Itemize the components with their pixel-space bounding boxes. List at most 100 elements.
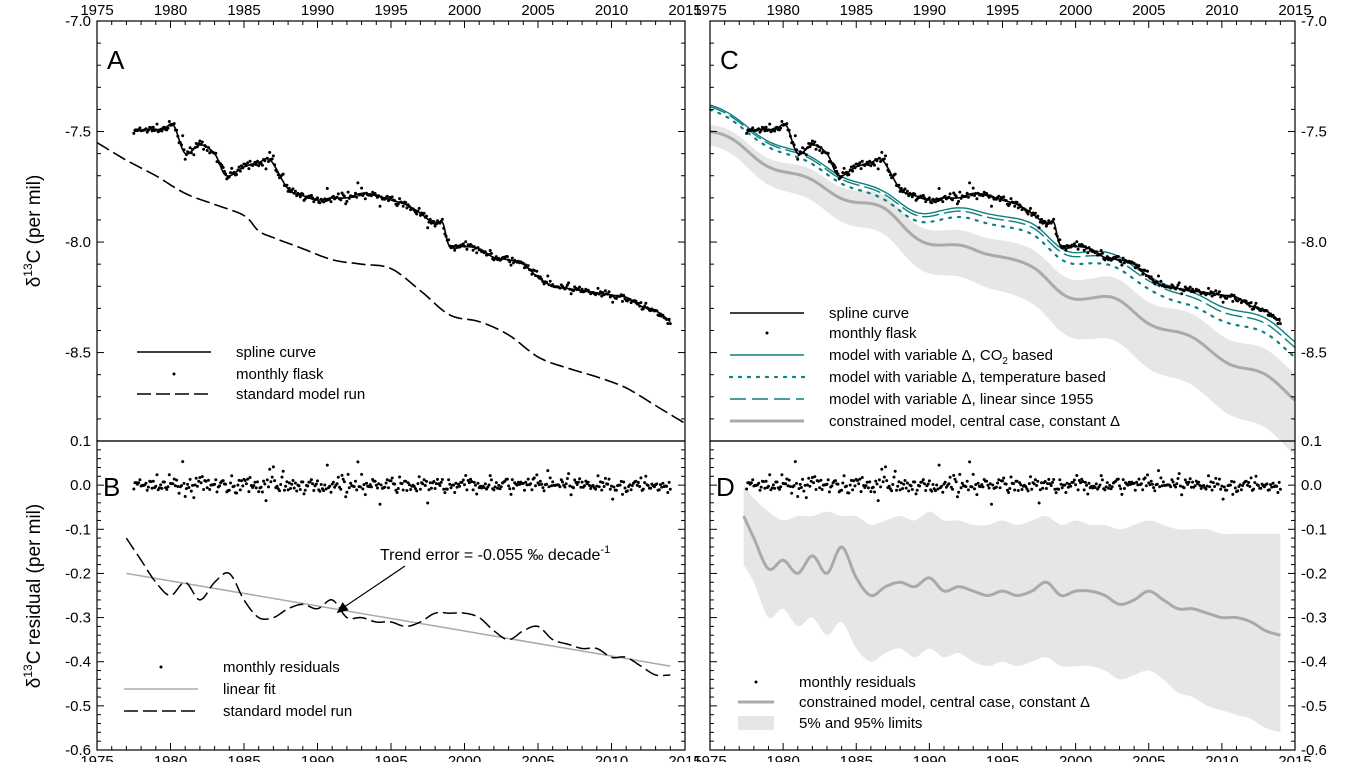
monthly-flask-point-c: [923, 196, 926, 200]
monthly-flask-point-c: [1076, 247, 1080, 251]
monthly-residual-point: [218, 484, 221, 488]
monthly-flask-point-c: [937, 187, 941, 190]
monthly-flask-point: [667, 317, 671, 321]
monthly-residual-point-d: [1152, 486, 1156, 490]
monthly-residual-point: [614, 488, 618, 492]
monthly-flask-point: [132, 131, 136, 135]
monthly-flask-point: [489, 251, 493, 255]
monthly-residual-point: [612, 485, 616, 489]
monthly-residual-point: [623, 486, 627, 490]
monthly-flask-point: [214, 151, 218, 155]
monthly-residual-point: [186, 482, 190, 486]
monthly-flask-point: [558, 286, 562, 290]
monthly-flask-point-c: [1176, 283, 1180, 287]
monthly-flask-point: [535, 269, 539, 273]
monthly-residual-point: [646, 484, 650, 487]
monthly-residual-point-d: [1119, 487, 1123, 491]
monthly-residual-point-d: [1108, 483, 1112, 487]
monthly-residual-point-d: [1020, 488, 1024, 491]
monthly-residual-point-d: [759, 485, 763, 489]
monthly-residual-point-d: [1015, 479, 1019, 483]
monthly-residual-point-d: [1153, 489, 1157, 493]
monthly-residual-point: [224, 482, 228, 486]
monthly-residual-point: [278, 489, 281, 493]
monthly-flask-point-c: [819, 146, 823, 149]
monthly-flask-point-c: [1214, 289, 1218, 293]
monthly-flask-point-c: [1265, 309, 1269, 313]
monthly-flask-point: [440, 217, 444, 221]
y-tick-label: -0.1: [1301, 521, 1327, 538]
monthly-residual-point: [271, 465, 275, 469]
monthly-flask-point-c: [808, 145, 812, 149]
legend-c-co2-label: model with variable Δ, CO2 based: [829, 347, 1053, 367]
monthly-residual-point: [496, 486, 500, 490]
monthly-residual-point-d: [801, 477, 805, 481]
monthly-residual-point: [439, 480, 443, 484]
monthly-residual-point: [445, 487, 449, 491]
monthly-flask-point: [580, 287, 584, 291]
legend-b-linear-label: linear fit: [223, 681, 276, 698]
monthly-residual-point-d: [1029, 475, 1032, 479]
monthly-flask-point-c: [941, 200, 945, 204]
monthly-flask-point: [207, 146, 210, 149]
monthly-residual-point-d: [834, 479, 837, 483]
monthly-residual-point: [610, 484, 613, 488]
x-tick-label: 2015: [1278, 753, 1311, 762]
monthly-flask-point: [569, 292, 573, 296]
monthly-residual-point: [630, 484, 634, 488]
monthly-flask-point: [597, 292, 601, 296]
monthly-flask-point: [221, 166, 225, 169]
constrained-model-central-d: [742, 515, 1281, 637]
legend-d-constrained-label: constrained model, central case, constan…: [799, 694, 1090, 711]
monthly-flask-point: [192, 153, 196, 157]
monthly-residual-point: [257, 490, 261, 494]
monthly-residual-point: [568, 484, 572, 488]
monthly-residual-point: [208, 488, 212, 491]
monthly-residual-point: [464, 474, 468, 477]
monthly-residual-point-d: [927, 479, 931, 483]
monthly-residual-point-d: [1013, 488, 1017, 492]
monthly-residual-point-d: [891, 483, 895, 486]
monthly-flask-point-c: [1277, 317, 1281, 321]
monthly-residual-point: [668, 487, 672, 491]
monthly-flask-point-c: [1008, 202, 1012, 206]
monthly-residual-point-d: [936, 487, 940, 491]
monthly-flask-point: [295, 194, 299, 198]
monthly-residual-point: [395, 491, 399, 494]
monthly-residual-point-d: [1121, 478, 1125, 482]
monthly-residual-point-d: [1174, 485, 1178, 489]
monthly-residual-point-d: [1232, 480, 1236, 484]
monthly-flask-point-c: [970, 193, 974, 197]
monthly-residual-point: [342, 480, 346, 484]
monthly-residual-point-d: [1100, 478, 1104, 482]
monthly-residual-point-d: [1225, 488, 1229, 492]
monthly-residual-point: [474, 483, 477, 487]
monthly-flask-point-c: [936, 199, 940, 203]
monthly-residual-point: [573, 478, 577, 482]
trend-error-annotation: Trend error = -0.055 ‰ decade-1: [380, 544, 610, 564]
monthly-residual-point-d: [1204, 487, 1208, 491]
monthly-flask-point-c: [858, 161, 862, 165]
monthly-residual-point: [461, 478, 465, 482]
monthly-flask-point-c: [1139, 268, 1143, 272]
monthly-residual-point: [360, 472, 364, 476]
y-tick-label: -0.3: [1301, 610, 1327, 627]
monthly-residual-point-d: [1001, 479, 1004, 483]
monthly-flask-point: [311, 196, 315, 200]
monthly-flask-point-c: [809, 142, 813, 146]
monthly-residual-point-d: [910, 488, 914, 491]
x-tick-label: 2010: [595, 2, 628, 19]
monthly-residual-point: [214, 478, 218, 482]
monthly-residual-point-d: [887, 484, 891, 488]
monthly-flask-point: [347, 196, 351, 200]
monthly-residual-point-d: [1120, 492, 1124, 496]
monthly-residual-point-d: [1233, 486, 1237, 490]
monthly-residual-point: [470, 480, 474, 484]
monthly-residual-point: [160, 486, 164, 490]
monthly-residual-point: [540, 482, 544, 486]
monthly-residual-point: [603, 476, 607, 480]
monthly-residual-point: [602, 485, 606, 488]
monthly-residual-point: [596, 474, 600, 478]
monthly-residual-point: [426, 501, 430, 505]
monthly-residual-point: [524, 480, 528, 484]
